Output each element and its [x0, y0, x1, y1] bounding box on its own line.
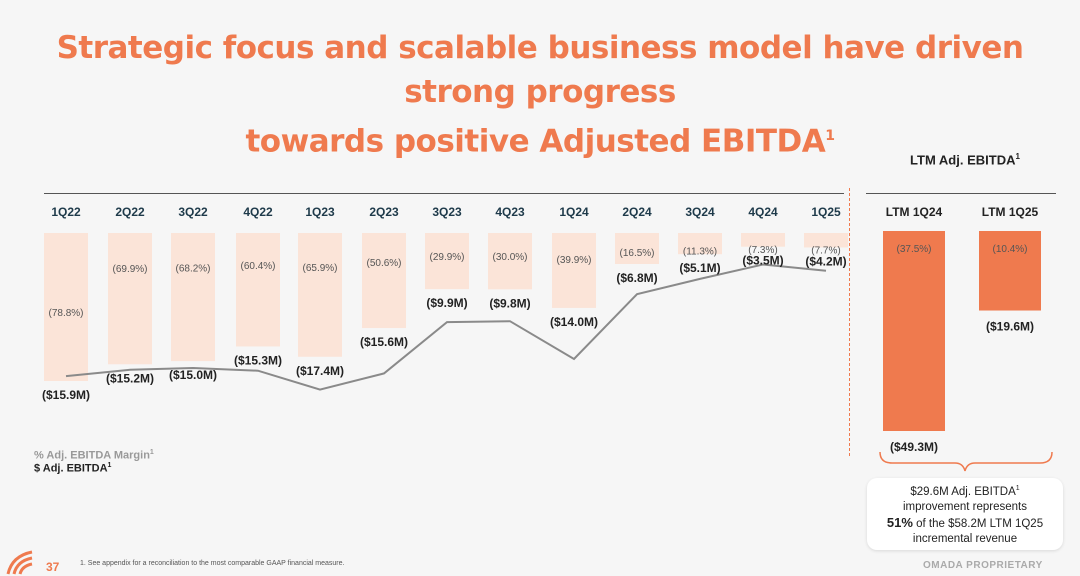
margin-label-4q23: (30.0%): [492, 252, 527, 263]
legend-margin-footnote-mark: 1: [149, 449, 154, 456]
quarter-label-3q23: 3Q23: [432, 205, 462, 219]
ebitda-label-4q23: ($9.8M): [489, 296, 530, 310]
margin-label-3q23: (29.9%): [429, 252, 464, 263]
ltm-bar-0: [883, 231, 945, 431]
ltm-margin-label-0: (37.5%): [896, 244, 931, 255]
margin-bar-1q25: [804, 233, 848, 248]
ebitda-label-4q22: ($15.3M): [234, 353, 282, 367]
ltm-top-rule: [866, 193, 1056, 194]
ebitda-label-2q23: ($15.6M): [360, 335, 408, 349]
ltm-brace: [879, 451, 1053, 472]
margin-label-2q22: (69.9%): [112, 264, 147, 275]
ltm-header: LTM Adj. EBITDA1: [870, 152, 1060, 167]
proprietary-label: OMADA PROPRIETARY: [923, 560, 1043, 571]
callout-line-4: incremental revenue: [912, 532, 1018, 545]
ltm-margin-label-1: (10.4%): [992, 244, 1027, 255]
title-line-1: Strategic focus and scalable business mo…: [56, 30, 1024, 110]
quarter-label-4q23: 4Q23: [495, 205, 525, 219]
margin-label-2q24: (16.5%): [619, 248, 654, 259]
ltm-header-label: LTM Adj. EBITDA: [910, 152, 1016, 168]
quarter-label-4q22: 4Q22: [243, 205, 273, 219]
title-line-2-text: towards positive Adjusted EBITDA: [245, 123, 826, 160]
ebitda-label-4q24: ($3.5M): [742, 254, 783, 268]
margin-bar-4q22: [236, 233, 280, 347]
legend-dollar: $ Adj. EBITDA1: [34, 462, 111, 475]
ebitda-label-2q22: ($15.2M): [106, 371, 154, 385]
quarter-label-1q25: 1Q25: [811, 205, 841, 219]
quarter-label-1q22: 1Q22: [51, 205, 81, 219]
ltm-bar-1: [979, 231, 1041, 311]
quarter-label-2q23: 2Q23: [369, 205, 399, 219]
margin-bar-1q22: [44, 233, 88, 381]
margin-bar-2q22: [108, 233, 152, 365]
quarter-label-2q24: 2Q24: [622, 205, 652, 219]
margin-bar-1q23: [298, 233, 342, 357]
ebitda-label-3q23: ($9.9M): [426, 296, 467, 310]
ltm-label-1: LTM 1Q25: [982, 205, 1039, 219]
ltm-dollar-label-0: ($49.3M): [890, 440, 938, 454]
margin-bar-4q23: [488, 233, 532, 290]
ebitda-label-2q24: ($6.8M): [616, 271, 657, 285]
ebitda-label-1q22: ($15.9M): [42, 388, 90, 402]
ebitda-label-1q25: ($4.2M): [805, 254, 846, 268]
omada-logo-icon: [6, 550, 33, 575]
margin-label-3q24: (11.3%): [683, 246, 717, 257]
margin-label-1q24: (39.9%): [556, 255, 591, 266]
legend-margin: % Adj. EBITDA Margin1: [34, 449, 154, 462]
margin-label-3q22: (68.2%): [175, 263, 210, 274]
page-number: 37: [46, 560, 60, 574]
callout-line-2: improvement represents: [903, 500, 1027, 513]
margin-bar-1q24: [552, 233, 596, 308]
margin-label-1q22: (78.8%): [48, 308, 83, 319]
callout-line-1: $29.6M Adj. EBITDA1: [867, 481, 1063, 500]
margin-bar-3q24: [678, 233, 722, 255]
title-line-2: towards positive Adjusted EBITDA1: [0, 114, 1080, 163]
ltm-separator: [849, 188, 850, 456]
ebitda-label-3q24: ($5.1M): [679, 261, 720, 275]
ebitda-line: [65, 263, 827, 391]
title-footnote-mark: 1: [825, 128, 835, 144]
quarter-label-3q24: 3Q24: [685, 205, 715, 219]
ltm-dollar-label-1: ($19.6M): [986, 320, 1034, 334]
legend-margin-label: % Adj. EBITDA Margin: [34, 449, 150, 462]
callout-pct: 51%: [886, 514, 913, 530]
margin-bar-4q24: [741, 233, 785, 247]
ltm-header-footnote-mark: 1: [1015, 152, 1020, 161]
legend-dollar-label: $ Adj. EBITDA: [34, 462, 108, 475]
callout-line-3-text: of the $58.2M LTM 1Q25: [912, 517, 1044, 530]
quarter-label-2q22: 2Q22: [115, 205, 145, 219]
margin-bar-2q24: [615, 233, 659, 264]
margin-label-1q25: (7.7%): [811, 245, 840, 256]
legend-dollar-footnote-mark: 1: [107, 462, 112, 469]
quarter-label-3q22: 3Q22: [178, 205, 208, 219]
margin-label-2q23: (50.6%): [366, 258, 401, 269]
margin-bar-2q23: [362, 233, 406, 329]
quarter-label-4q24: 4Q24: [748, 205, 778, 219]
callout-footnote-mark: 1: [1015, 485, 1020, 492]
margin-label-1q23: (65.9%): [302, 263, 337, 274]
ebitda-label-1q23: ($17.4M): [296, 364, 344, 378]
callout-line-3: 51% of the $58.2M LTM 1Q25: [867, 515, 1063, 532]
quarter-label-1q23: 1Q23: [305, 205, 335, 219]
improvement-callout: $29.6M Adj. EBITDA1 improvement represen…: [867, 478, 1063, 550]
ebitda-label-3q22: ($15.0M): [169, 368, 217, 382]
quarter-label-1q24: 1Q24: [559, 205, 589, 219]
ltm-label-0: LTM 1Q24: [886, 205, 943, 219]
margin-bar-3q22: [171, 233, 215, 362]
ebitda-label-1q24: ($14.0M): [550, 315, 598, 329]
callout-line-1-text: $29.6M Adj. EBITDA: [910, 485, 1016, 498]
quarterly-top-rule: [44, 193, 844, 194]
margin-label-4q24: (7.3%): [748, 245, 777, 256]
footnote-text: 1. See appendix for a reconciliation to …: [80, 560, 345, 567]
margin-bar-3q23: [425, 233, 469, 290]
margin-label-4q22: (60.4%): [240, 261, 275, 272]
slide-title: Strategic focus and scalable business mo…: [0, 26, 1080, 163]
